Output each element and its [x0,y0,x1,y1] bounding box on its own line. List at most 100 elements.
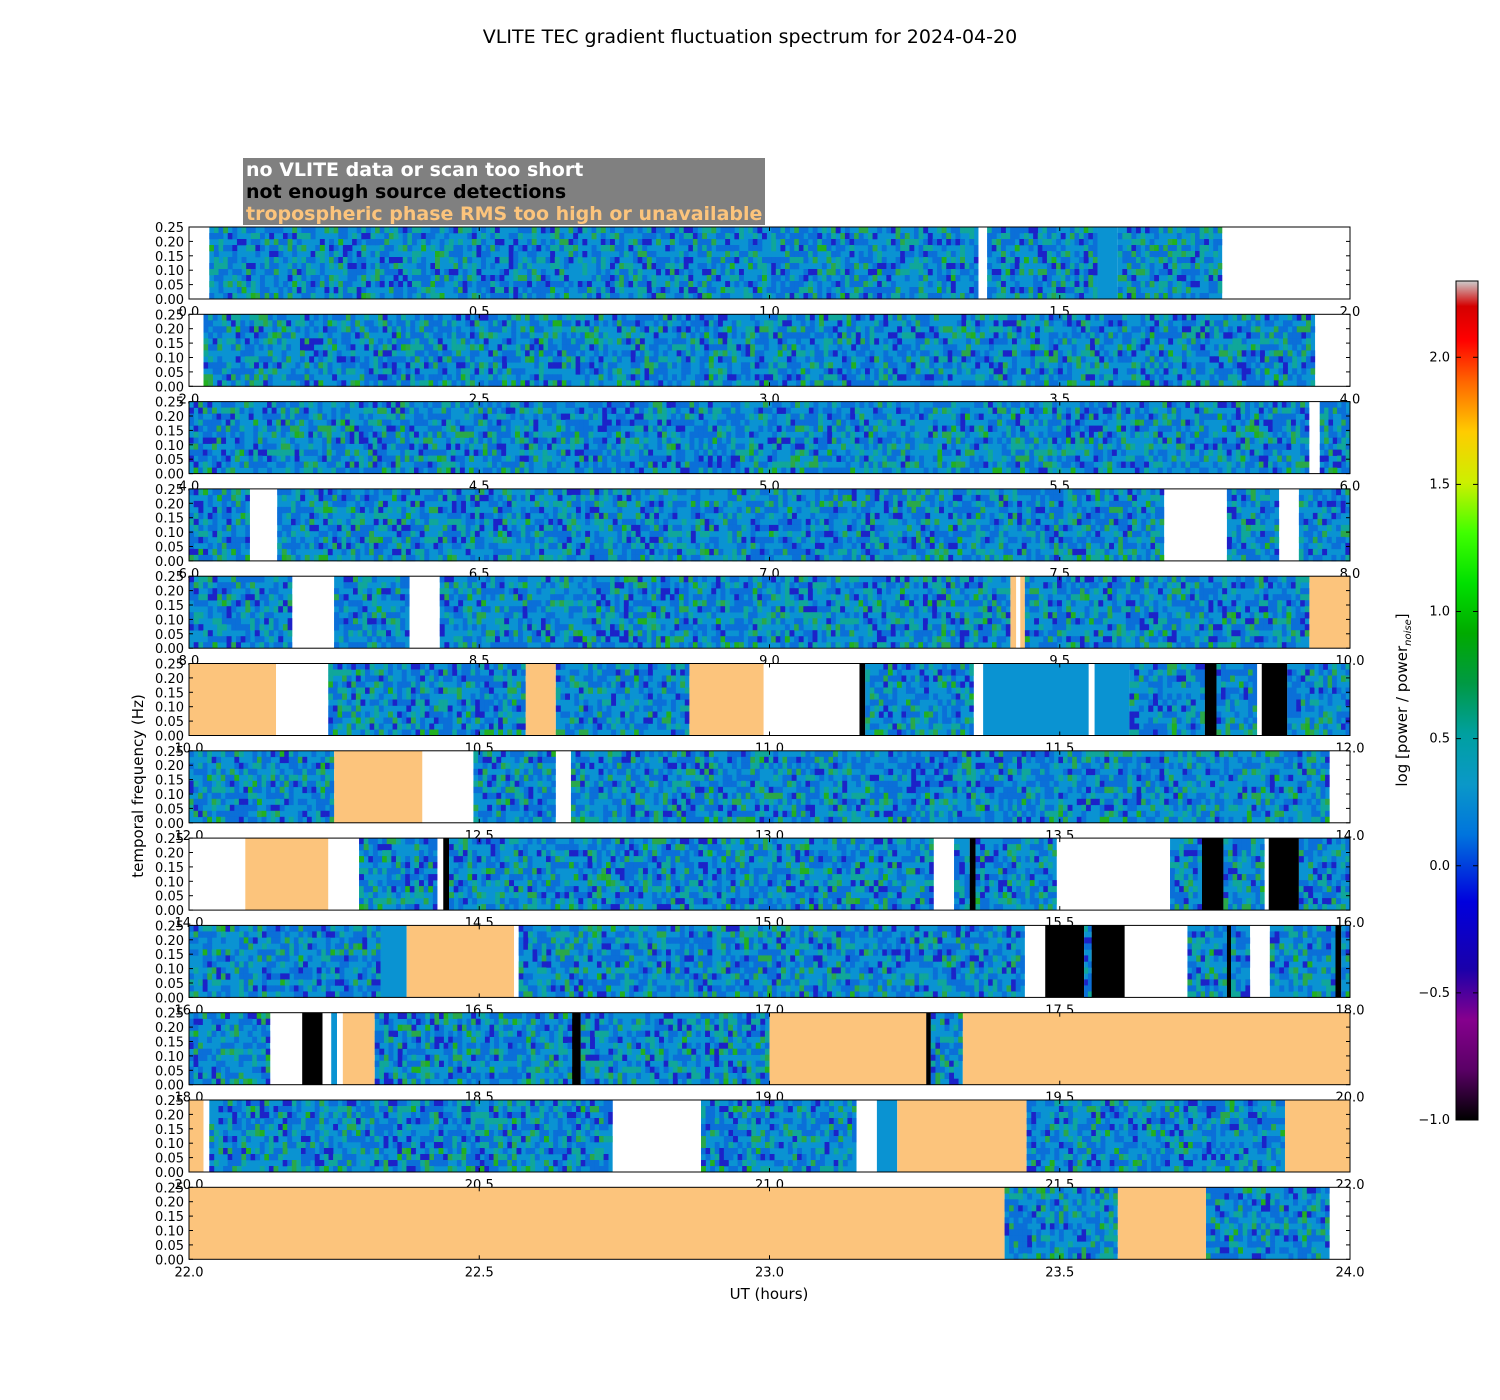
no-data-block [328,838,359,910]
spectrum-segment [204,314,1316,386]
troposphere-flag-block [897,1100,1026,1172]
x-axis-label: UT (hours) [730,1285,809,1303]
y-tick-label: 0.20 [155,759,184,774]
y-tick-label: 0.20 [155,235,184,250]
detection-flag-block [970,838,976,910]
colorbar-tick-label: −1.0 [1418,1113,1450,1128]
no-data-block [1222,227,1350,299]
colorbar-gradient [1456,281,1478,1120]
troposphere-flag-block [770,1013,927,1085]
spectrum-segment [189,489,250,561]
spectrum-segment [987,227,1098,299]
no-data-block [1164,489,1227,561]
y-tick-label: 0.25 [155,1181,184,1196]
no-data-block [410,576,440,648]
y-tick-label: 0.20 [155,934,184,949]
spectrum-segment [189,576,293,648]
y-tick-label: 0.15 [155,948,184,963]
y-tick-label: 0.15 [155,599,184,614]
colorbar-tick-label: 1.5 [1429,477,1450,492]
colorbar-tick-label: 1.0 [1429,605,1450,620]
spectrum-panels: 0.000.050.100.150.200.250.0 0.5 1.0 1.5 2.00… [155,221,1364,1280]
y-tick-label: 0.15 [155,774,184,789]
spectrum-segment [556,664,690,736]
spectrum-segment [473,751,556,823]
troposphere-flag-block [343,1013,375,1085]
y-tick-label: 0.15 [155,686,184,701]
y-tick-label: 0.05 [155,628,184,643]
constant-block [1097,227,1117,299]
spectrum-segment [375,1013,573,1085]
spectrum-segment [701,1100,857,1172]
detection-flag-block [572,1013,581,1085]
y-tick-label: 0.05 [155,541,184,556]
y-tick-label: 0.10 [155,701,184,716]
y-tick-label: 0.05 [155,715,184,730]
no-data-block [613,1100,701,1172]
y-tick-label: 0.10 [155,613,184,628]
panel-row: 0.000.050.100.150.200.258.0 8.5 9.0 9.5 10.0 [155,570,1364,669]
y-tick-label: 0.25 [155,1094,184,1109]
y-tick-label: 0.05 [155,802,184,817]
y-tick-label: 0.25 [155,308,184,323]
spectrum-segment [571,751,1330,823]
troposphere-flag-block [189,1187,1005,1259]
panel-row: 0.000.050.100.150.200.256.0 6.5 7.0 7.5 8.0 [155,483,1360,582]
constant-block [331,1013,337,1085]
no-data-block [276,664,328,736]
y-tick-label: 0.25 [155,1007,184,1022]
no-data-block [934,838,954,910]
no-data-block [1257,664,1262,736]
troposphere-flag-block [1010,576,1016,648]
y-tick-label: 0.25 [155,221,184,236]
y-tick-label: 0.25 [155,658,184,673]
spectrum-segment [449,838,934,910]
y-tick-label: 0.15 [155,337,184,352]
no-data-block [437,838,443,910]
constant-block [381,925,407,997]
y-tick-label: 0.20 [155,497,184,512]
no-data-block [764,664,860,736]
y-tick-label: 0.05 [155,977,184,992]
spectrum-segment [277,489,1164,561]
troposphere-flag-block [963,1013,1350,1085]
chart-title: VLITE TEC gradient fluctuation spectrum … [483,26,1017,48]
constant-block [1095,664,1130,736]
spectrum-segment [328,664,526,736]
troposphere-flag-block [189,664,276,736]
no-data-block [292,576,334,648]
no-data-block [978,227,987,299]
spectrum-segment [954,838,970,910]
spectrum-segment [1341,925,1350,997]
y-tick-label: 0.05 [155,890,184,905]
troposphere-flag-block [407,925,514,997]
spectrum-segment [189,1013,271,1085]
no-data-block [422,751,473,823]
spectrum-segment [519,925,1025,997]
panel-row: 0.000.050.100.150.200.254.0 4.5 5.0 5.5 6.0 [155,396,1360,495]
detection-flag-block [1202,838,1223,910]
spectrum-segment [1299,838,1350,910]
detection-flag-block [859,664,865,736]
spectrum-segment [1270,925,1336,997]
detection-flag-block [1227,925,1231,997]
spectrum-segment [1084,925,1092,997]
panel-row: 0.000.050.100.150.200.250.0 0.5 1.0 1.5 2.0 [155,221,1360,320]
detection-flag-block [926,1013,931,1085]
no-data-block [250,489,277,561]
y-tick-label: 0.20 [155,672,184,687]
y-tick-label: 0.10 [155,264,184,279]
y-tick-label: 0.05 [155,1064,184,1079]
y-tick-label: 0.15 [155,512,184,527]
troposphere-flag-block [1309,576,1350,648]
y-tick-label: 0.25 [155,919,184,934]
no-data-block [1016,576,1020,648]
colorbar-label: log [power / powernoise] [1393,613,1414,786]
spectrum-segment [581,1013,770,1085]
troposphere-flag-block [1118,1187,1206,1259]
y-tick-label: 0.10 [155,1137,184,1152]
y-tick-label: 0.15 [155,1036,184,1051]
y-tick-label: 0.05 [155,279,184,294]
